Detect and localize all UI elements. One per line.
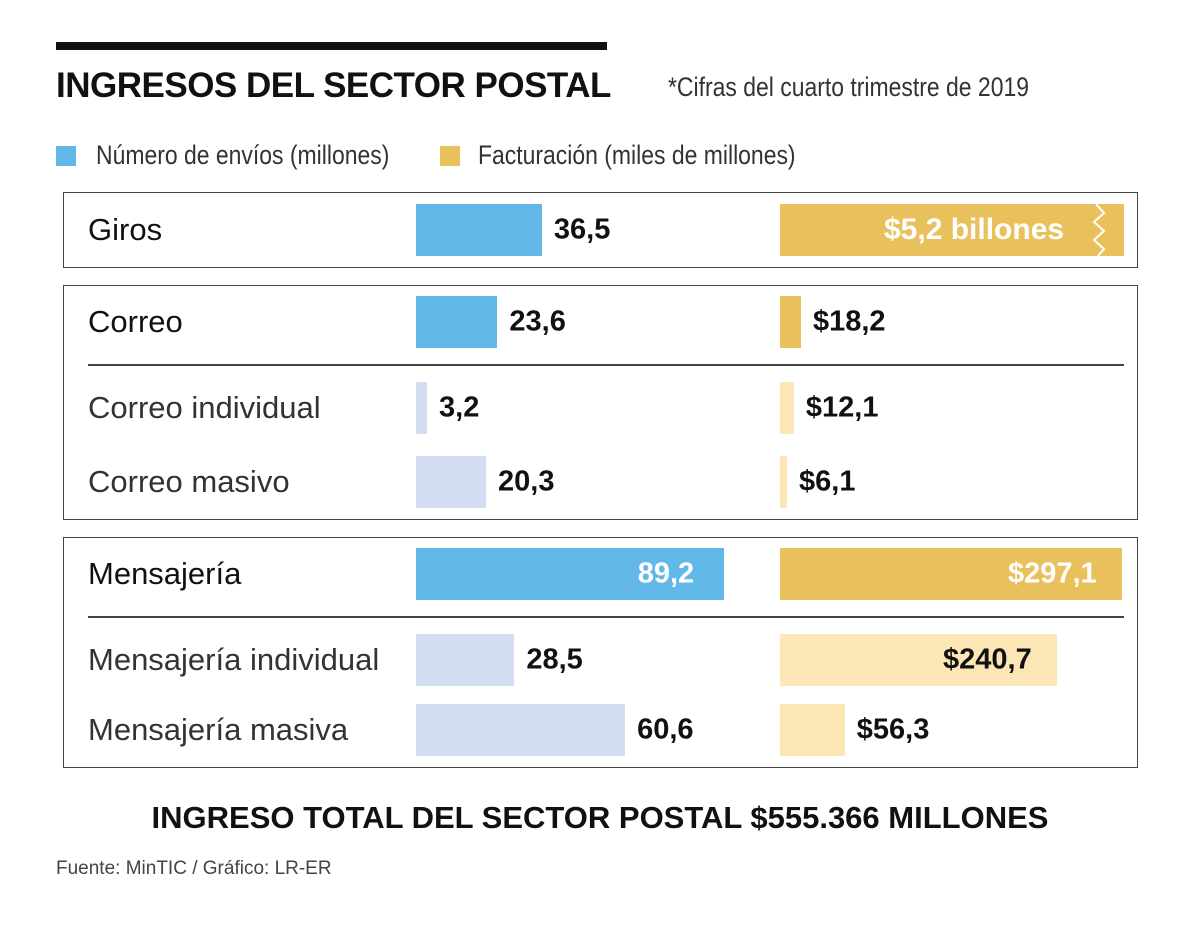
value-label-envios: 60,6 — [637, 713, 694, 746]
break-zigzag-icon — [1092, 204, 1106, 256]
divider-mensajeria — [88, 616, 1124, 618]
value-label-envios: 28,5 — [526, 643, 583, 676]
divider-correo — [88, 364, 1124, 366]
category-label: Mensajería individual — [88, 642, 380, 677]
value-label-facturacion: $12,1 — [805, 391, 879, 424]
legend-label-facturacion: Facturación (miles de millones) — [478, 140, 796, 170]
legend-swatch-facturacion — [440, 146, 460, 166]
value-label-envios: 89,2 — [637, 557, 695, 590]
value-label-facturacion: $56,3 — [856, 713, 930, 746]
category-label: Giros — [88, 212, 163, 247]
bar-facturacion — [780, 382, 794, 434]
group-box-giros — [63, 192, 1138, 268]
group-box-correo — [63, 285, 1138, 520]
legend-swatch-envios — [56, 146, 76, 166]
bar-envios — [416, 382, 428, 434]
value-label-facturacion: $240,7 — [943, 643, 1032, 676]
total-income: INGRESO TOTAL DEL SECTOR POSTAL $555.366… — [151, 800, 1049, 835]
chart-subtitle: *Cifras del cuarto trimestre de 2019 — [668, 72, 1029, 102]
value-label-envios: 23,6 — [509, 305, 566, 338]
value-label-facturacion: $297,1 — [1007, 557, 1097, 590]
bar-envios — [416, 704, 626, 756]
bar-facturacion — [780, 456, 788, 508]
chart-title: INGRESOS DEL SECTOR POSTAL — [56, 66, 611, 105]
bar-envios — [416, 204, 542, 256]
bar-envios — [416, 548, 724, 600]
value-label-facturacion: $18,2 — [812, 305, 886, 338]
value-label-facturacion: $6,1 — [799, 465, 856, 498]
category-label: Mensajería masiva — [88, 712, 349, 747]
category-label: Correo — [88, 304, 183, 339]
category-label: Mensajería — [88, 556, 242, 591]
bar-envios — [416, 456, 487, 508]
bar-facturacion — [780, 704, 845, 756]
bar-facturacion — [780, 548, 1122, 600]
bar-facturacion — [780, 634, 1058, 686]
bar-facturacion — [780, 204, 1124, 256]
source-note: Fuente: MinTIC / Gráfico: LR-ER — [56, 858, 332, 879]
category-label: Correo masivo — [88, 464, 290, 499]
bar-envios — [416, 634, 515, 686]
category-label: Correo individual — [88, 390, 321, 425]
bar-facturacion — [780, 296, 801, 348]
group-box-mensajeria — [63, 537, 1138, 768]
value-label-facturacion: $5,2 billones — [884, 213, 1065, 246]
legend-label-envios: Número de envíos (millones) — [96, 140, 390, 170]
value-label-envios: 20,3 — [498, 465, 555, 498]
value-label-envios: 36,5 — [553, 213, 611, 246]
value-label-envios: 3,2 — [439, 391, 480, 424]
title-rule — [56, 42, 607, 50]
bar-envios — [416, 296, 498, 348]
